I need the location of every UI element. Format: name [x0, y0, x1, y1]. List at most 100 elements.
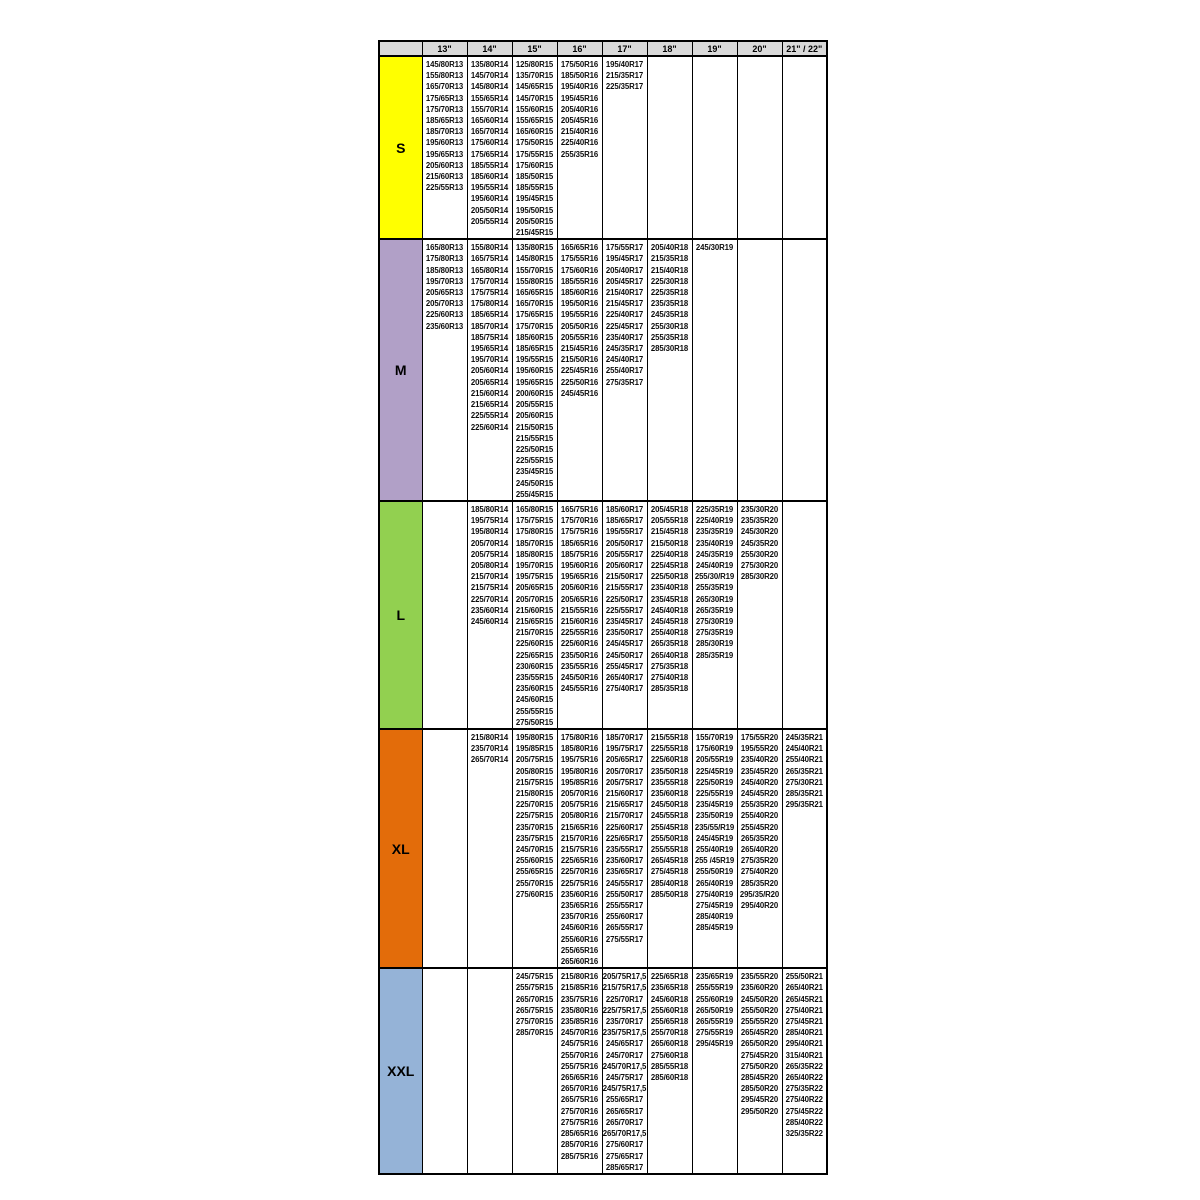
- tire-size: 185/60R15: [515, 332, 554, 342]
- tire-size: 235/40R19: [695, 538, 734, 548]
- tire-size: 255/65R15: [515, 867, 554, 877]
- tire-size: 225/55R14: [470, 411, 509, 421]
- tire-size: 225/35R19: [695, 504, 734, 514]
- tire-size: 285/65R17: [605, 1162, 644, 1172]
- column-header-16: 16": [556, 40, 603, 57]
- tire-size: 165/60R14: [470, 116, 509, 126]
- tire-size: 275/45R20: [740, 1050, 779, 1060]
- tire-size: 265/65R16: [560, 1073, 599, 1083]
- tire-size: 185/65R15: [515, 344, 554, 354]
- tire-size: 195/50R16: [560, 299, 599, 309]
- tire-size: 245/60R14: [470, 616, 509, 626]
- tire-size: 275/60R17: [605, 1140, 644, 1150]
- tire-size: 225/55R15: [515, 456, 554, 466]
- size-cell: 245/30R19: [691, 238, 738, 502]
- tire-size: 205/55R16: [560, 332, 599, 342]
- tire-size: 175/75R14: [470, 288, 509, 298]
- tire-size: 205/55R15: [515, 400, 554, 410]
- tire-size: 135/70R15: [515, 71, 554, 81]
- tire-size: 315/40R21: [785, 1050, 823, 1060]
- size-cell: 205/45R18 205/55R18 215/45R18 215/50R18 225/…: [646, 499, 693, 730]
- tire-size: 255/45R17: [605, 661, 644, 671]
- tire-size: 255/55R19: [695, 983, 734, 993]
- tire-size: 215/55R18: [650, 732, 689, 742]
- tire-size: 205/70R17: [605, 766, 644, 776]
- tire-size: 235/55R20: [740, 972, 779, 982]
- tire-size: 285/45R19: [695, 923, 734, 933]
- tire-size: 175/65R14: [470, 149, 509, 159]
- tire-size: 225/65R17: [605, 833, 644, 843]
- column-header-17: 17": [601, 40, 648, 57]
- tire-size: 155/70R19: [695, 732, 734, 742]
- tire-size: 285/35R18: [650, 684, 689, 694]
- tire-size: 145/80R15: [515, 254, 554, 264]
- tire-size: 165/70R15: [515, 299, 554, 309]
- band-label-m: M: [378, 238, 423, 502]
- size-cell: 225/65R18 235/65R18 245/60R18 255/60R18 255/…: [646, 967, 693, 1175]
- tire-size: 195/40R17: [605, 60, 644, 69]
- tire-size: 175/80R14: [470, 299, 509, 309]
- tire-size: 205/75R17: [605, 777, 644, 787]
- tire-size: 235/45R17: [605, 616, 644, 626]
- tire-size: 245/50R20: [740, 994, 779, 1004]
- tire-size: 275/50R15: [515, 717, 554, 727]
- tire-size: 255/65R17: [605, 1095, 644, 1105]
- tire-size: 245/35R19: [695, 549, 734, 559]
- tire-size: 205/70R15: [515, 594, 554, 604]
- tire-size: 175/60R15: [515, 160, 554, 170]
- tire-size: 255/65R18: [650, 1017, 689, 1027]
- tire-size: 275/40R19: [695, 889, 734, 899]
- size-cell: 165/80R15 175/75R15 175/80R15 185/70R15 185/…: [511, 499, 558, 730]
- size-cell: 155/80R14 165/75R14 165/80R14 175/70R14 175/…: [466, 238, 513, 502]
- tire-size: 155/80R13: [425, 71, 464, 81]
- tire-size: 255/50R20: [740, 1005, 779, 1015]
- tire-size: 235/55R17: [605, 845, 644, 855]
- tire-size: 145/80R14: [470, 82, 509, 92]
- size-cell: 215/55R18 225/55R18 225/60R18 235/50R18 235/…: [646, 727, 693, 969]
- column-header-15: 15": [511, 40, 558, 57]
- tire-size: 165/60R15: [515, 127, 554, 137]
- tire-size: 185/80R14: [470, 504, 509, 514]
- size-cell: 175/55R20 195/55R20 235/40R20 235/45R20 245/…: [736, 727, 783, 969]
- tire-size: 175/80R13: [425, 254, 464, 264]
- tire-size: 215/40R17: [605, 288, 644, 298]
- tire-size: 255/30/R19: [694, 572, 735, 582]
- tire-size: 205/75R15: [515, 755, 554, 765]
- tire-size: 245/75R17: [605, 1073, 644, 1083]
- size-cell: 165/65R16 175/55R16 175/60R16 185/55R16 185/…: [556, 238, 603, 502]
- tire-size: 265/40R19: [695, 878, 734, 888]
- size-cell: 235/55R20 235/60R20 245/50R20 255/50R20 255/…: [736, 967, 783, 1175]
- tire-size: 175/70R13: [425, 104, 464, 114]
- tire-size: 245/45R19: [695, 833, 734, 843]
- tire-size: 275/35R17: [605, 377, 644, 387]
- tire-size: 185/70R13: [425, 127, 464, 137]
- tire-size: 195/80R16: [560, 766, 599, 776]
- tire-size: 195/45R17: [605, 254, 644, 264]
- tire-size: 255/40R18: [650, 628, 689, 638]
- tire-size: 215/45R16: [560, 344, 599, 354]
- tire-size: 235/30R20: [740, 504, 779, 514]
- size-cell: 215/80R14 235/70R14 265/70R14: [466, 727, 513, 969]
- tire-size: 255/45R18: [650, 822, 689, 832]
- size-cell: 235/65R19 255/55R19 255/60R19 265/50R19 265/…: [691, 967, 738, 1175]
- tire-size: 225/60R18: [650, 755, 689, 765]
- tire-size: 245/35R17: [605, 344, 644, 354]
- size-cell: 195/40R17 215/35R17 225/35R17: [601, 54, 648, 240]
- tire-size: 155/65R15: [515, 116, 554, 126]
- tire-size: 205/40R16: [560, 104, 599, 114]
- tire-size: 255/45R20: [740, 822, 779, 832]
- tire-size: 255/35R16: [560, 149, 599, 159]
- tire-size: 255/60R16: [560, 934, 599, 944]
- tire-size: 215/40R16: [560, 127, 599, 137]
- tire-size: 275/75R16: [560, 1117, 599, 1127]
- tire-size: 285/55R18: [650, 1061, 689, 1071]
- tire-size: 245/75R15: [515, 972, 554, 982]
- tire-size: 205/70R14: [470, 538, 509, 548]
- tire-size: 185/60R17: [605, 504, 644, 514]
- tire-size: 325/35R22: [785, 1129, 823, 1139]
- tire-size: 185/60R14: [470, 172, 509, 182]
- tire-size: 165/80R15: [515, 504, 554, 514]
- tire-size: 285/40R21: [785, 1028, 823, 1038]
- tire-size: 175/50R16: [560, 60, 599, 69]
- tire-size: 155/80R14: [470, 243, 509, 253]
